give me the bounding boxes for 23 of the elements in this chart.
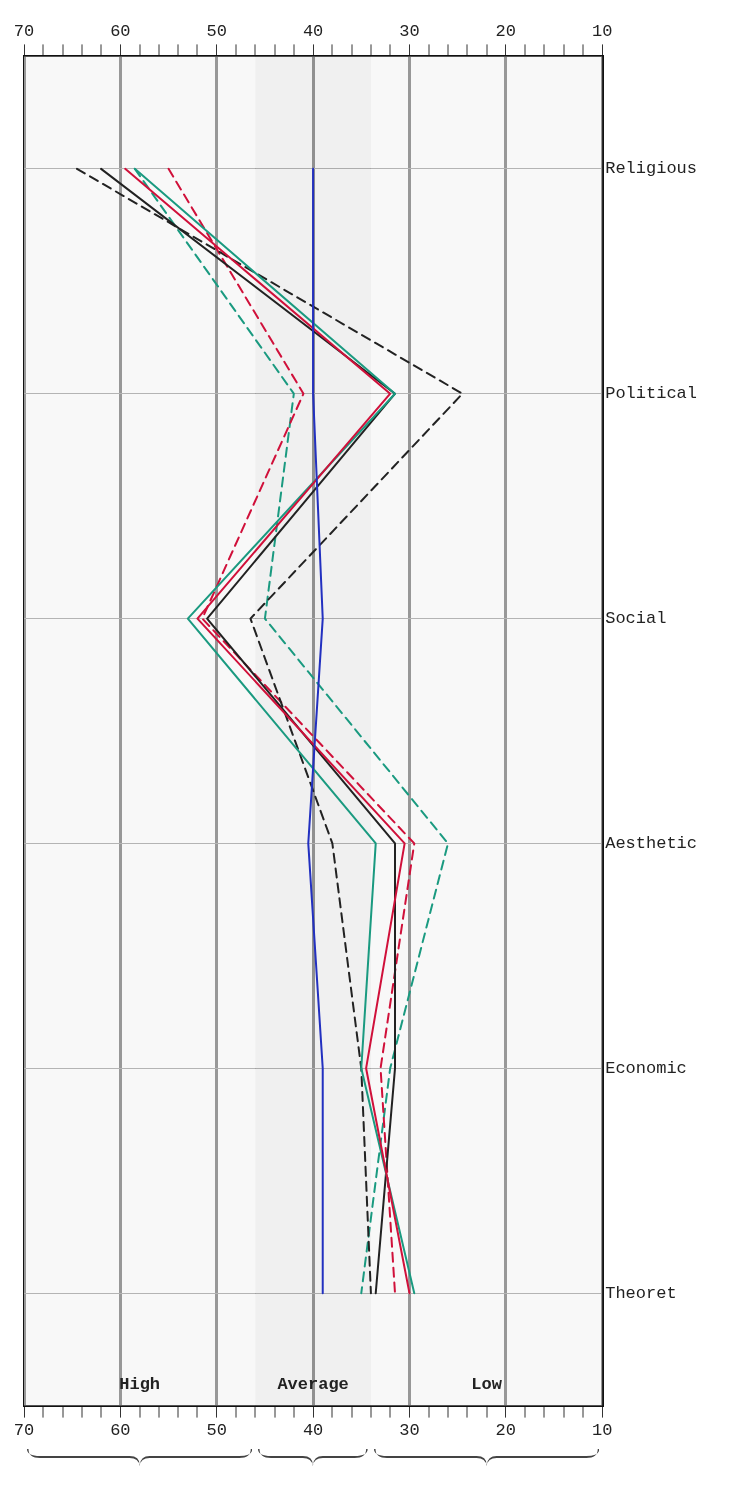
x2-tick-label: 30 bbox=[399, 21, 420, 41]
x-tick-label: 20 bbox=[495, 1421, 517, 1441]
x-tick-label: 70 bbox=[13, 1421, 35, 1441]
x2-tick-label: 70 bbox=[13, 21, 35, 41]
x-tick-label: 30 bbox=[399, 1421, 420, 1441]
y-tick-label: Social bbox=[605, 609, 667, 629]
x2-tick-label: 60 bbox=[110, 21, 131, 41]
x2-tick-label: 10 bbox=[591, 21, 613, 41]
x2-tick-label: 50 bbox=[206, 21, 227, 41]
x-tick-label: 40 bbox=[302, 1421, 324, 1441]
x-tick-label: 60 bbox=[110, 1421, 131, 1441]
band-label: Low bbox=[471, 1375, 503, 1395]
y-tick-label: Economic bbox=[605, 1058, 687, 1078]
y-tick-label: Religious bbox=[605, 159, 698, 179]
band-label: High bbox=[119, 1375, 161, 1395]
x-tick-label: 50 bbox=[206, 1421, 227, 1441]
x-tick-label: 10 bbox=[591, 1421, 613, 1441]
y-tick-label: Theoret bbox=[605, 1283, 677, 1303]
y-tick-label: Political bbox=[605, 384, 698, 404]
x2-tick-label: 40 bbox=[302, 21, 324, 41]
band-label: Average bbox=[277, 1375, 349, 1395]
y-tick-label: Aesthetic bbox=[605, 833, 698, 853]
x2-tick-label: 20 bbox=[495, 21, 517, 41]
